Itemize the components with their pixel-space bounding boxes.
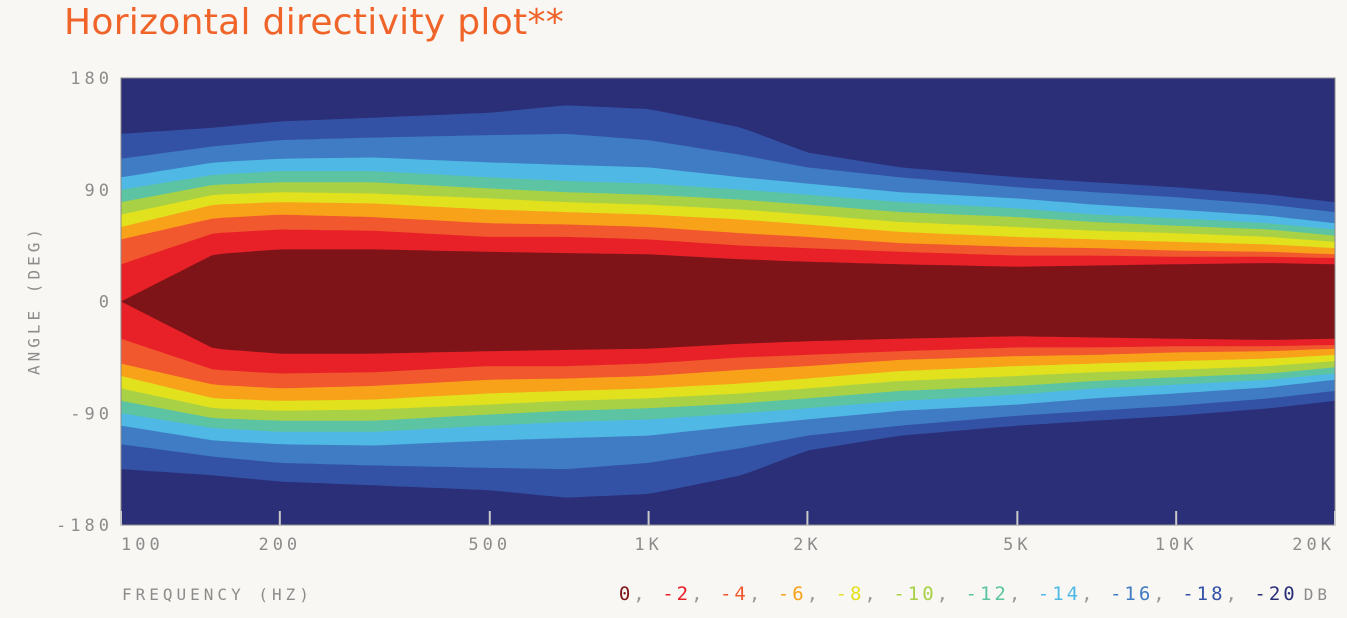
legend-separator: , (1008, 583, 1038, 605)
legend-separator: , (1081, 583, 1110, 605)
chart-title: Horizontal directivity plot** (64, 2, 565, 43)
legend-level: -16 (1109, 583, 1154, 605)
legend-level: -4 (719, 583, 749, 605)
legend-separator: , (864, 583, 894, 605)
x-tick-label: 2K (793, 535, 821, 555)
plot-frame (120, 77, 1336, 526)
legend-level: -14 (1037, 583, 1082, 605)
legend-level: -18 (1182, 583, 1226, 605)
x-tick-label: 200 (258, 535, 301, 555)
y-tick-label: 0 (99, 293, 113, 313)
legend-separator: , (691, 583, 720, 605)
x-tick-label: 10K (1155, 535, 1198, 555)
x-tick-label: 100 (121, 535, 164, 555)
y-tick-label: 90 (85, 181, 113, 201)
legend-level: -10 (893, 583, 937, 605)
legend-level: 0 (618, 583, 634, 605)
y-tick-label: 180 (70, 69, 113, 89)
y-tick-label: -180 (56, 516, 113, 536)
legend-separator: , (806, 583, 836, 605)
legend-separator: , (748, 583, 778, 605)
db-legend: 0, -2, -4, -6, -8, -10, -12, -14, -16, -… (619, 583, 1331, 605)
legend-separator: , (1225, 583, 1255, 605)
y-axis-title: ANGLE (DEG) (24, 225, 44, 375)
x-tick-label: 1K (634, 535, 662, 555)
legend-level: -8 (835, 583, 865, 605)
legend-level: -6 (777, 583, 807, 605)
legend-separator: , (633, 583, 663, 605)
legend-separator: , (936, 583, 966, 605)
x-tick-label: 5K (1003, 535, 1031, 555)
contour-band-0 (121, 259, 1335, 344)
legend-unit: DB (1303, 585, 1331, 604)
y-tick-label: -90 (70, 404, 113, 424)
legend-level: -12 (965, 583, 1009, 605)
legend-separator: , (1153, 583, 1183, 605)
legend-level: -2 (662, 583, 692, 605)
x-tick-label: 20K (1292, 535, 1335, 555)
x-axis-title: FREQUENCY (HZ) (122, 585, 313, 604)
x-tick-label: 500 (468, 535, 511, 555)
legend-level: -20 (1254, 583, 1298, 605)
